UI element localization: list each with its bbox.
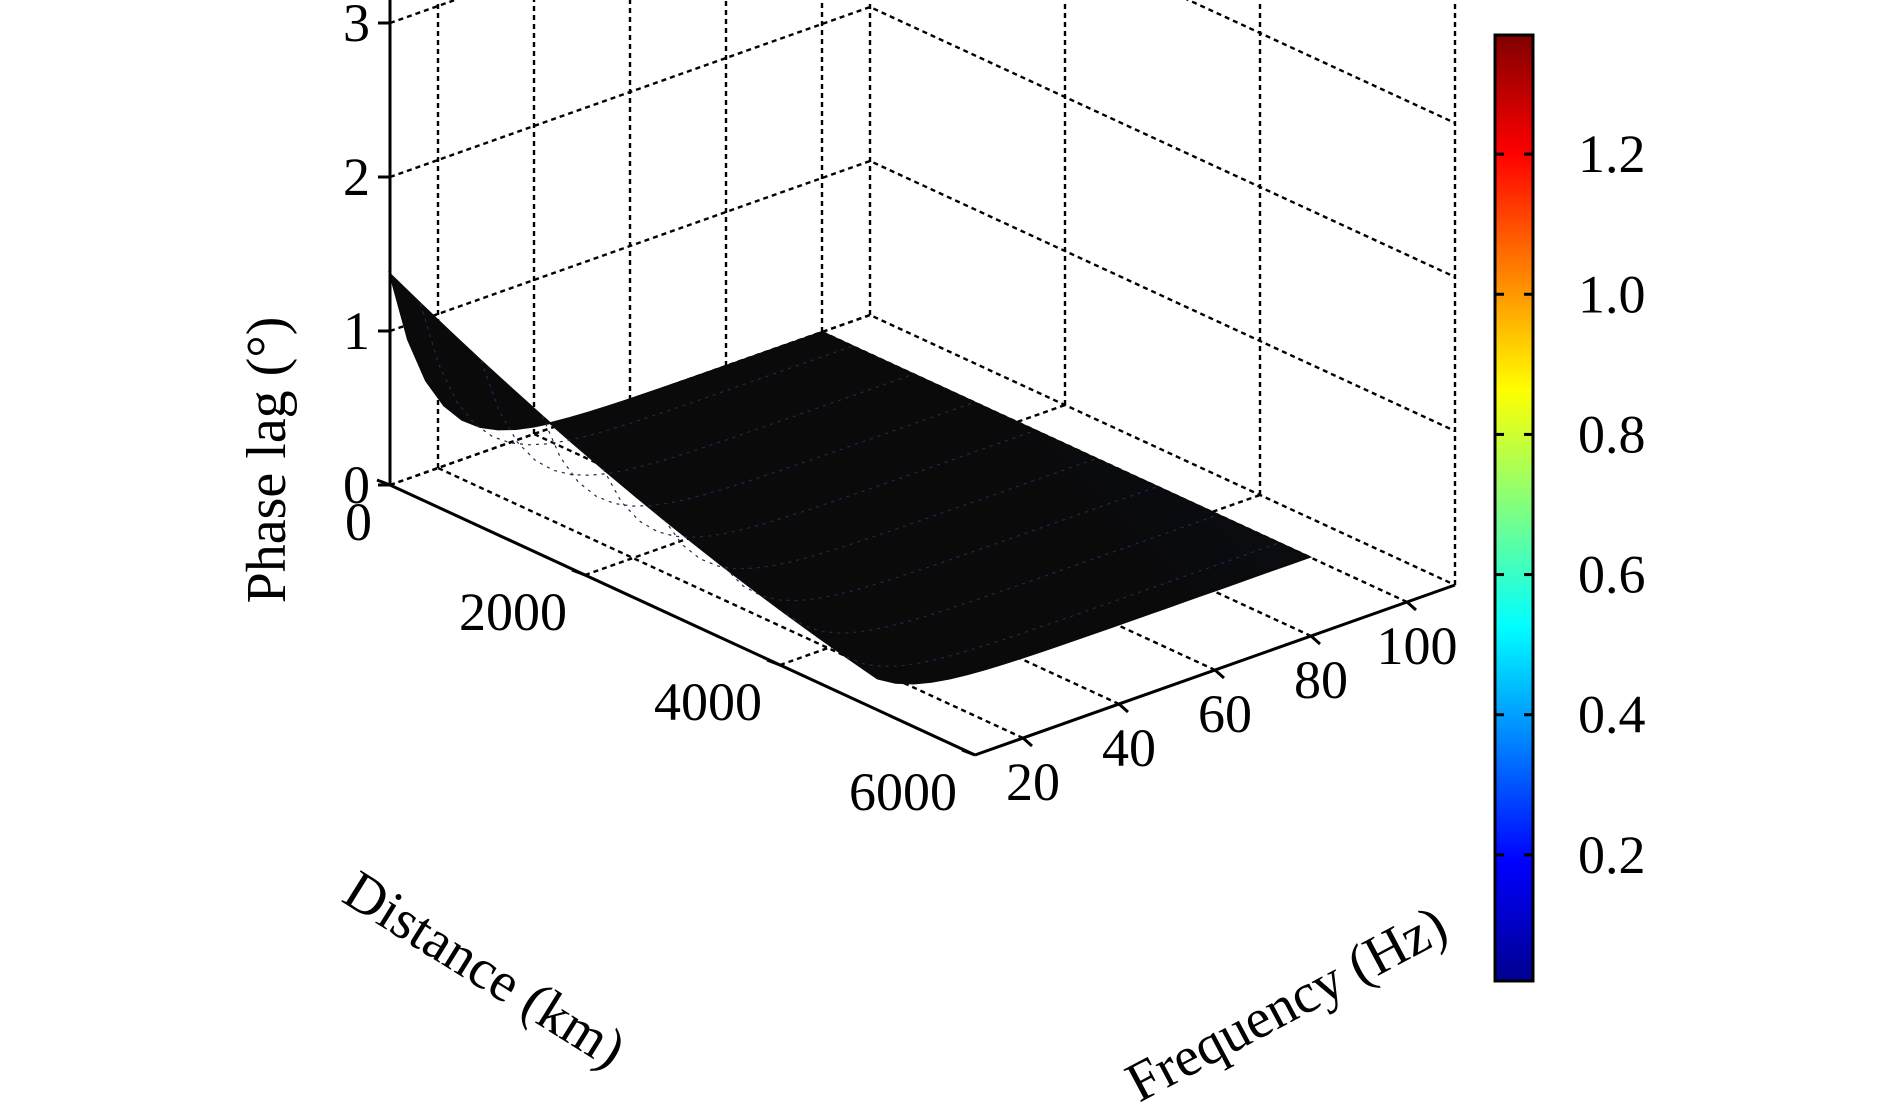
surface-mesh-line bbox=[846, 542, 1280, 668]
y-axis-title: Distance (km) bbox=[333, 859, 636, 1081]
y-tick-mark bbox=[376, 478, 391, 487]
y-tick-mark bbox=[766, 658, 781, 667]
grid-line-z-2 bbox=[389, 5, 1456, 279]
tick-labels: 012345020004000600020406080100 bbox=[343, 0, 1458, 822]
z-axis-title: Phase lag (°) bbox=[236, 317, 298, 604]
colorbar: 0.2 0.4 0.6 0.8 1.0 1.2 bbox=[1493, 33, 1646, 983]
surface-mesh-line bbox=[724, 486, 1158, 602]
x-tick-label: 40 bbox=[1102, 718, 1156, 778]
colorbar-tick-label: 1.0 bbox=[1578, 264, 1646, 324]
surface-mesh-line bbox=[785, 514, 1219, 634]
x-axis-title: Frequency (Hz) bbox=[1116, 894, 1457, 1107]
y-tick-label: 4000 bbox=[654, 672, 762, 732]
y-tick-mark bbox=[571, 568, 586, 577]
colorbar-tick-label: 0.6 bbox=[1578, 545, 1646, 605]
grid-line-z-1 bbox=[389, 159, 1456, 433]
z-tick-label: 0 bbox=[343, 455, 370, 515]
x-tick-label: 80 bbox=[1294, 650, 1348, 710]
x-tick-label: 100 bbox=[1377, 616, 1458, 676]
colorbar-tick-label: 0.8 bbox=[1578, 404, 1646, 464]
y-tick-label: 2000 bbox=[459, 582, 567, 642]
x-tick-mark bbox=[1310, 634, 1321, 646]
z-tick-label: 1 bbox=[343, 301, 370, 361]
x-tick-label: 60 bbox=[1198, 684, 1252, 744]
grid-line-z-3 bbox=[389, 0, 1456, 125]
surface-plot bbox=[388, 270, 1313, 685]
z-tick-label: 3 bbox=[343, 0, 370, 53]
x-tick-mark bbox=[1022, 736, 1033, 748]
grid-line-z-0 bbox=[389, 313, 1456, 587]
z-tick-label: 2 bbox=[343, 147, 370, 207]
x-tick-label: 20 bbox=[1006, 752, 1060, 812]
x-tick-mark bbox=[1406, 600, 1417, 612]
x-tick-mark bbox=[1118, 702, 1129, 714]
surface-mesh bbox=[388, 270, 1313, 685]
colorbar-tick-label: 0.2 bbox=[1578, 825, 1646, 885]
y-tick-label: 0 bbox=[345, 492, 372, 552]
y-tick-label: 6000 bbox=[849, 762, 957, 822]
colorbar-tick-label: 0.4 bbox=[1578, 685, 1646, 745]
y-tick-mark bbox=[961, 748, 976, 757]
surface-mesh-line bbox=[541, 401, 975, 507]
colorbar-tick-label: 1.2 bbox=[1578, 124, 1646, 184]
surface-mesh-line bbox=[663, 458, 1097, 570]
x-tick-mark bbox=[1214, 668, 1225, 680]
colorbar-gradient bbox=[1493, 33, 1535, 983]
y-axis bbox=[389, 483, 976, 757]
